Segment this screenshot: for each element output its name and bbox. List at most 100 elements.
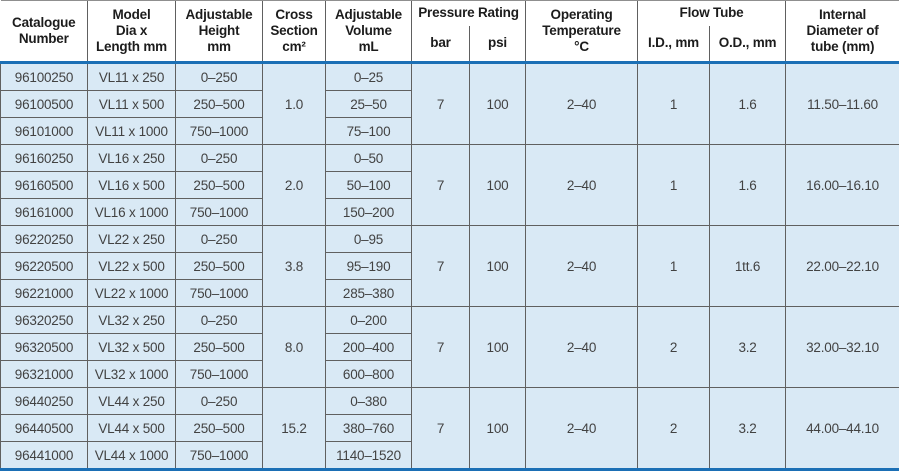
- cell-operating-temperature: 2–40: [526, 307, 638, 388]
- cell-cross-section: 3.8: [263, 226, 326, 307]
- cell-internal-diameter: 16.00–16.10: [786, 145, 899, 226]
- cell-adjustable-height: 250–500: [176, 334, 263, 361]
- header-flow-tube-group: Flow Tube: [638, 1, 786, 26]
- cell-cross-section: 1.0: [263, 63, 326, 145]
- cell-adjustable-height: 250–500: [176, 253, 263, 280]
- cell-internal-diameter: 22.00–22.10: [786, 226, 899, 307]
- cell-model: VL32 x 250: [88, 307, 176, 334]
- header-model: Model Dia x Length mm: [88, 1, 176, 63]
- cell-adjustable-height: 250–500: [176, 172, 263, 199]
- cell-pressure-bar: 7: [412, 63, 470, 145]
- cell-catalogue-number: 96101000: [1, 118, 88, 145]
- cell-operating-temperature: 2–40: [526, 145, 638, 226]
- cell-adjustable-height: 750–1000: [176, 199, 263, 226]
- cell-od-mm: 1.6: [710, 63, 786, 145]
- cell-adjustable-height: 0–250: [176, 388, 263, 415]
- cell-internal-diameter: 32.00–32.10: [786, 307, 899, 388]
- cell-model: VL22 x 1000: [88, 280, 176, 307]
- cell-adjustable-volume: 200–400: [326, 334, 412, 361]
- cell-operating-temperature: 2–40: [526, 388, 638, 470]
- cell-adjustable-volume: 150–200: [326, 199, 412, 226]
- table-row: 96100250 VL11 x 250 0–250 1.0 0–25 7 100…: [1, 63, 899, 91]
- header-internal-diameter: Internal Diameter of tube (mm): [786, 1, 899, 63]
- table-row: 96320250 VL32 x 250 0–250 8.0 0–200 7 10…: [1, 307, 899, 334]
- cell-model: VL16 x 500: [88, 172, 176, 199]
- cell-catalogue-number: 96220250: [1, 226, 88, 253]
- header-adjustable-height: Adjustable Height mm: [176, 1, 263, 63]
- cell-internal-diameter: 44.00–44.10: [786, 388, 899, 470]
- cell-adjustable-volume: 50–100: [326, 172, 412, 199]
- cell-adjustable-volume: 285–380: [326, 280, 412, 307]
- cell-pressure-bar: 7: [412, 145, 470, 226]
- header-catalogue-number: Catalogue Number: [1, 1, 88, 63]
- header-adjustable-volume: Adjustable Volume mL: [326, 1, 412, 63]
- cell-model: VL11 x 1000: [88, 118, 176, 145]
- table-row: 96160250 VL16 x 250 0–250 2.0 0–50 7 100…: [1, 145, 899, 172]
- cell-id-mm: 1: [638, 145, 710, 226]
- table-group-vl22: 96220250 VL22 x 250 0–250 3.8 0–95 7 100…: [1, 226, 899, 307]
- header-pressure-rating-group: Pressure Rating: [412, 1, 526, 26]
- cell-catalogue-number: 96221000: [1, 280, 88, 307]
- cell-pressure-psi: 100: [470, 307, 526, 388]
- cell-model: VL16 x 250: [88, 145, 176, 172]
- cell-adjustable-volume: 25–50: [326, 91, 412, 118]
- cell-pressure-psi: 100: [470, 388, 526, 470]
- cell-od-mm: 3.2: [710, 307, 786, 388]
- cell-model: VL44 x 500: [88, 415, 176, 442]
- cell-adjustable-height: 0–250: [176, 63, 263, 91]
- cell-cross-section: 15.2: [263, 388, 326, 470]
- cell-adjustable-volume: 0–95: [326, 226, 412, 253]
- cell-adjustable-height: 750–1000: [176, 361, 263, 388]
- cell-id-mm: 2: [638, 307, 710, 388]
- cell-catalogue-number: 96440250: [1, 388, 88, 415]
- cell-pressure-psi: 100: [470, 145, 526, 226]
- cell-cross-section: 2.0: [263, 145, 326, 226]
- cell-model: VL22 x 500: [88, 253, 176, 280]
- header-od-mm: O.D., mm: [710, 26, 786, 63]
- header-psi: psi: [470, 26, 526, 63]
- cell-model: VL11 x 500: [88, 91, 176, 118]
- cell-adjustable-height: 250–500: [176, 91, 263, 118]
- cell-od-mm: 3.2: [710, 388, 786, 470]
- cell-catalogue-number: 96321000: [1, 361, 88, 388]
- cell-catalogue-number: 96100250: [1, 63, 88, 91]
- cell-model: VL11 x 250: [88, 63, 176, 91]
- cell-catalogue-number: 96100500: [1, 91, 88, 118]
- cell-adjustable-volume: 0–50: [326, 145, 412, 172]
- cell-catalogue-number: 96161000: [1, 199, 88, 226]
- cell-adjustable-height: 750–1000: [176, 442, 263, 470]
- cell-catalogue-number: 96320250: [1, 307, 88, 334]
- cell-catalogue-number: 96440500: [1, 415, 88, 442]
- cell-od-mm: 1.6: [710, 145, 786, 226]
- cell-pressure-psi: 100: [470, 226, 526, 307]
- cell-adjustable-volume: 0–380: [326, 388, 412, 415]
- cell-id-mm: 1: [638, 63, 710, 145]
- cell-adjustable-volume: 1140–1520: [326, 442, 412, 470]
- cell-model: VL32 x 500: [88, 334, 176, 361]
- cell-model: VL44 x 1000: [88, 442, 176, 470]
- cell-pressure-bar: 7: [412, 307, 470, 388]
- cell-model: VL22 x 250: [88, 226, 176, 253]
- cell-id-mm: 2: [638, 388, 710, 470]
- cell-adjustable-height: 0–250: [176, 145, 263, 172]
- cell-pressure-bar: 7: [412, 226, 470, 307]
- cell-adjustable-height: 750–1000: [176, 280, 263, 307]
- cell-adjustable-volume: 0–25: [326, 63, 412, 91]
- cell-adjustable-volume: 75–100: [326, 118, 412, 145]
- cell-catalogue-number: 96320500: [1, 334, 88, 361]
- cell-cross-section: 8.0: [263, 307, 326, 388]
- cell-catalogue-number: 96160500: [1, 172, 88, 199]
- cell-adjustable-height: 750–1000: [176, 118, 263, 145]
- cell-model: VL16 x 1000: [88, 199, 176, 226]
- cell-adjustable-height: 0–250: [176, 307, 263, 334]
- cell-catalogue-number: 96220500: [1, 253, 88, 280]
- cell-model: VL32 x 1000: [88, 361, 176, 388]
- cell-adjustable-volume: 380–760: [326, 415, 412, 442]
- header-operating-temperature: Operating Temperature °C: [526, 1, 638, 63]
- cell-adjustable-volume: 95–190: [326, 253, 412, 280]
- table-group-vl44: 96440250 VL44 x 250 0–250 15.2 0–380 7 1…: [1, 388, 899, 470]
- table-row: 96440250 VL44 x 250 0–250 15.2 0–380 7 1…: [1, 388, 899, 415]
- cell-operating-temperature: 2–40: [526, 226, 638, 307]
- header-id-mm: I.D., mm: [638, 26, 710, 63]
